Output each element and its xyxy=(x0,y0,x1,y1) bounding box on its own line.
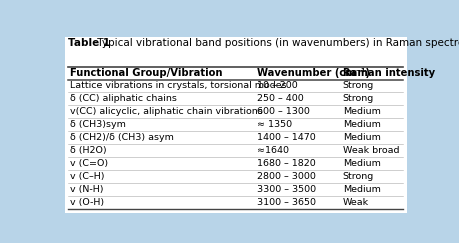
Text: Raman intensity: Raman intensity xyxy=(342,68,434,78)
Text: 3100 – 3650: 3100 – 3650 xyxy=(257,198,315,207)
Text: ≈ 1350: ≈ 1350 xyxy=(257,120,291,129)
Text: ≈1640: ≈1640 xyxy=(257,146,289,155)
Text: δ (H2O): δ (H2O) xyxy=(70,146,106,155)
Text: v (O-H): v (O-H) xyxy=(70,198,104,207)
Text: Wavenumber (cm⁻¹): Wavenumber (cm⁻¹) xyxy=(257,68,369,78)
Text: v (N-H): v (N-H) xyxy=(70,185,103,194)
Text: v (C–H): v (C–H) xyxy=(70,172,104,181)
Text: 1400 – 1470: 1400 – 1470 xyxy=(257,133,315,142)
Text: δ (CH3)sym: δ (CH3)sym xyxy=(70,120,126,129)
Text: Medium: Medium xyxy=(342,159,380,168)
Text: 1680 – 1820: 1680 – 1820 xyxy=(257,159,315,168)
Text: v (C=O): v (C=O) xyxy=(70,159,108,168)
Text: Medium: Medium xyxy=(342,133,380,142)
Text: Weak broad: Weak broad xyxy=(342,146,398,155)
Text: 2800 – 3000: 2800 – 3000 xyxy=(257,172,315,181)
Text: Table 1: Table 1 xyxy=(68,38,110,48)
Text: Functional Group/Vibration: Functional Group/Vibration xyxy=(70,68,222,78)
Text: Lattice vibrations in crystals, torsional modes: Lattice vibrations in crystals, torsiona… xyxy=(70,81,286,90)
Text: v(CC) alicyclic, aliphatic chain vibrations: v(CC) alicyclic, aliphatic chain vibrati… xyxy=(70,107,262,116)
Text: δ (CC) aliphatic chains: δ (CC) aliphatic chains xyxy=(70,94,176,104)
Text: Weak: Weak xyxy=(342,198,368,207)
Text: Strong: Strong xyxy=(342,81,373,90)
Text: 250 – 400: 250 – 400 xyxy=(257,94,303,104)
Text: Medium: Medium xyxy=(342,120,380,129)
FancyBboxPatch shape xyxy=(64,37,406,213)
Text: δ (CH2)/δ (CH3) asym: δ (CH2)/δ (CH3) asym xyxy=(70,133,174,142)
Text: 10 – 200: 10 – 200 xyxy=(257,81,297,90)
Text: Medium: Medium xyxy=(342,107,380,116)
Text: 600 – 1300: 600 – 1300 xyxy=(257,107,309,116)
Text: Medium: Medium xyxy=(342,185,380,194)
Text: Typical vibrational band positions (in wavenumbers) in Raman spectroscopy: Typical vibrational band positions (in w… xyxy=(94,38,459,48)
Text: Strong: Strong xyxy=(342,172,373,181)
Text: Strong: Strong xyxy=(342,94,373,104)
Text: 3300 – 3500: 3300 – 3500 xyxy=(257,185,316,194)
